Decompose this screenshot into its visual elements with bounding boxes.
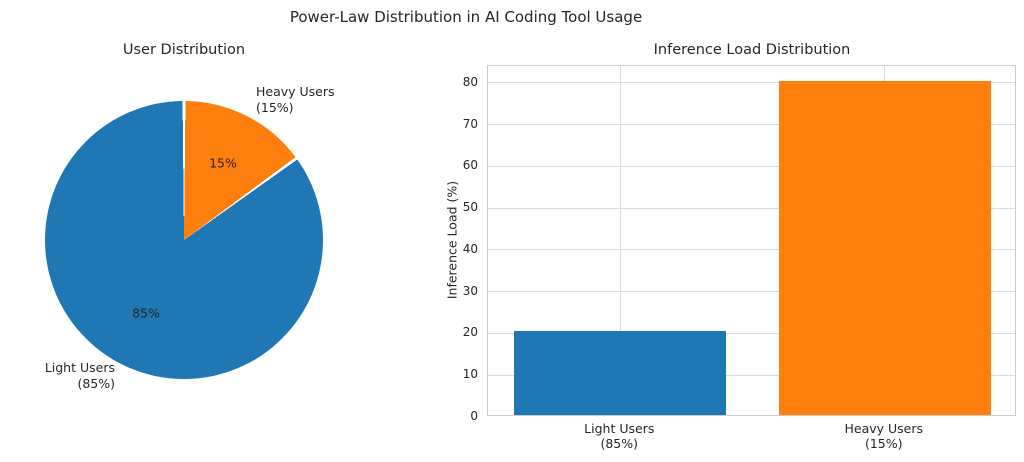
y-tick-label: 80 xyxy=(462,74,478,89)
pie-label-heavy-users: Heavy Users (15%) xyxy=(256,84,335,116)
horizontal-gridline xyxy=(488,332,1015,334)
x-tick-label-line: Heavy Users xyxy=(844,421,924,436)
pie-label-light-users: Light Users (85%) xyxy=(45,360,115,392)
pie-label-line: Light Users xyxy=(44,360,115,375)
y-tick-label: 10 xyxy=(462,367,478,382)
vertical-gridline xyxy=(619,66,621,415)
pie-label-line: Heavy Users xyxy=(256,84,335,99)
bar-plot-area xyxy=(487,65,1016,416)
x-tick-label-line: Light Users xyxy=(584,421,655,436)
pie-pct-label-light: 85% xyxy=(132,305,160,321)
x-tick-label-line: (15%) xyxy=(864,435,903,451)
horizontal-gridline xyxy=(488,165,1015,167)
pie-chart xyxy=(45,101,323,379)
y-tick-label: 20 xyxy=(462,325,478,340)
pie-title: User Distribution xyxy=(122,42,246,58)
pie-label-line: (85%) xyxy=(77,376,115,391)
horizontal-gridline xyxy=(488,124,1015,125)
y-tick-label: 50 xyxy=(462,200,478,215)
pie-label-line: (15%) xyxy=(256,100,294,115)
y-tick-label: 60 xyxy=(462,158,478,173)
bar-light-users xyxy=(514,331,727,415)
y-tick-label: 40 xyxy=(462,241,478,256)
y-tick-label: 70 xyxy=(462,116,478,131)
y-tick-label: 0 xyxy=(470,409,478,423)
horizontal-gridline xyxy=(488,82,1015,84)
y-tick-label: 30 xyxy=(462,283,478,298)
x-tick-label: Light Users (85%) xyxy=(584,421,655,451)
horizontal-gridline xyxy=(488,291,1015,293)
horizontal-gridline xyxy=(488,249,1015,251)
bar-heavy-users xyxy=(778,80,991,415)
x-tick-label: Heavy Users (15%) xyxy=(844,421,924,451)
horizontal-gridline xyxy=(488,207,1015,209)
horizontal-gridline xyxy=(488,374,1015,376)
y-axis-ticks: 0 10 20 30 40 50 60 70 80 xyxy=(430,65,478,423)
bar-title: Inference Load Distribution xyxy=(653,42,851,58)
x-tick-label-line: (85%) xyxy=(600,435,639,451)
figure-title: Power-Law Distribution in AI Coding Tool… xyxy=(289,8,643,26)
pie-pct-label-heavy: 15% xyxy=(209,155,237,171)
